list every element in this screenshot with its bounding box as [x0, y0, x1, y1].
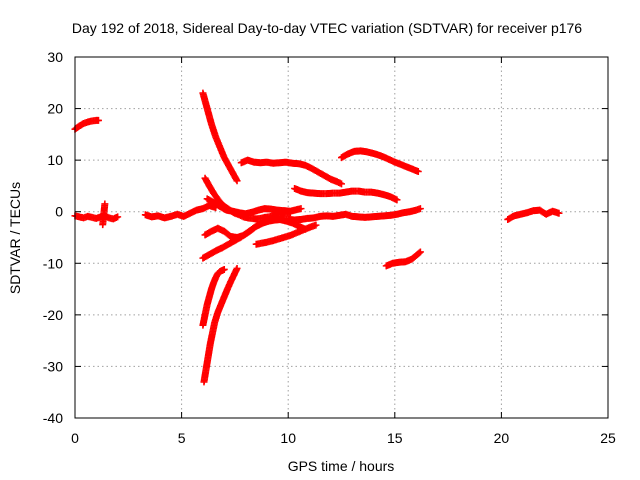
data-series: [200, 264, 241, 386]
x-tick-label: 5: [178, 430, 186, 446]
data-point: [233, 264, 241, 272]
data-series: [504, 206, 563, 223]
data-point: [297, 205, 305, 213]
data-series: [291, 185, 401, 204]
data-point: [220, 265, 228, 273]
data-series: [71, 116, 102, 133]
y-tick-label: 0: [55, 204, 63, 220]
y-axis-label: SDTVAR / TECUs: [7, 182, 23, 294]
data-series: [199, 89, 241, 185]
data-series: [237, 156, 345, 188]
data-point: [114, 213, 122, 221]
y-tick-label: -20: [43, 307, 63, 323]
y-tick-label: 30: [47, 49, 63, 65]
axis-ticks: [74, 56, 609, 419]
data-point: [416, 205, 424, 213]
chart-title: Day 192 of 2018, Sidereal Day-to-day VTE…: [72, 20, 582, 36]
y-tick-label: 20: [47, 101, 63, 117]
data-point: [393, 196, 401, 204]
data-points: [71, 89, 563, 386]
data-point: [555, 209, 563, 217]
x-tick-label: 10: [280, 430, 296, 446]
data-series: [203, 195, 305, 218]
grid-lines: [75, 57, 608, 418]
x-tick-label: 15: [387, 430, 403, 446]
y-tick-label: -10: [43, 255, 63, 271]
y-tick-label: 10: [47, 152, 63, 168]
x-tick-label: 0: [71, 430, 79, 446]
data-series: [199, 265, 228, 329]
data-series: [71, 212, 122, 223]
data-series: [338, 147, 422, 175]
x-axis-label: GPS time / hours: [288, 458, 395, 474]
data-point: [414, 167, 422, 175]
data-point: [338, 180, 345, 188]
data-point: [415, 249, 423, 257]
x-tick-label: 25: [600, 430, 616, 446]
plot-frame: [74, 56, 609, 419]
data-series: [252, 221, 320, 248]
data-point: [99, 221, 107, 229]
y-tick-label: -30: [43, 358, 63, 374]
data-series: [382, 248, 424, 270]
data-point: [233, 177, 241, 185]
data-series: [99, 200, 109, 229]
x-tick-label: 20: [494, 430, 510, 446]
x-tick-labels: 0 5 10 15 20 25: [71, 430, 616, 446]
data-point: [312, 221, 320, 229]
data-series: [141, 202, 220, 222]
data-point: [416, 248, 424, 256]
y-tick-label: -40: [43, 410, 63, 426]
y-tick-labels: -40 -30 -20 -10 0 10 20 30: [43, 49, 63, 426]
data-point: [94, 116, 102, 124]
data-series: [199, 215, 309, 262]
